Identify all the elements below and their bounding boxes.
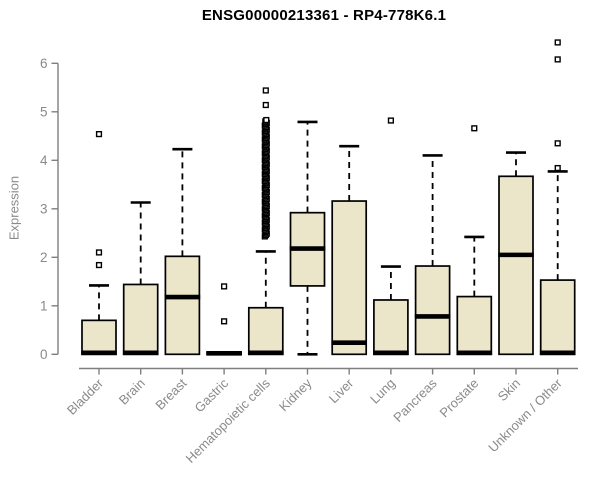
outlier-band-point xyxy=(263,116,270,124)
outlier-point xyxy=(554,140,561,147)
y-tick-label: 0 xyxy=(40,347,48,362)
x-category-label: Gastric xyxy=(192,375,232,415)
outlier-point xyxy=(95,249,103,256)
box-lung xyxy=(373,299,409,356)
outlier-point xyxy=(95,131,103,138)
outlier-point xyxy=(554,164,561,172)
outlier-point xyxy=(220,318,228,325)
x-category-label: Liver xyxy=(326,375,357,406)
x-category-label: Kidney xyxy=(276,375,315,414)
x-category-label: Bladder xyxy=(64,375,107,418)
box-brain xyxy=(122,283,159,356)
x-category-label: Pancreas xyxy=(390,375,440,425)
x-category-label: Unknown / Other xyxy=(485,375,565,455)
outlier-point xyxy=(554,56,561,63)
outlier-point xyxy=(262,87,269,94)
box-pancreas xyxy=(414,265,451,356)
outlier-point xyxy=(262,101,269,109)
y-tick-label: 4 xyxy=(40,153,48,168)
x-category-label: Brain xyxy=(116,376,148,408)
y-tick-label: 2 xyxy=(40,250,48,265)
x-category-label: Skin xyxy=(495,376,523,404)
y-tick-label: 1 xyxy=(40,299,48,314)
chart-title: ENSG00000213361 - RP4-778K6.1 xyxy=(201,7,447,24)
y-tick-label: 5 xyxy=(40,105,48,120)
outlier-point xyxy=(95,261,103,269)
x-category-label: Prostate xyxy=(437,376,482,421)
box-bladder xyxy=(81,319,117,356)
box-breast xyxy=(164,255,201,356)
box-skin xyxy=(498,175,534,356)
outlier-point xyxy=(471,125,478,132)
box-prostate xyxy=(456,295,493,356)
box-hematopoietic-cells xyxy=(247,306,284,356)
x-category-label: Lung xyxy=(367,376,398,407)
box-unknown-other xyxy=(539,279,576,356)
y-tick-label: 3 xyxy=(40,202,48,217)
outlier-point xyxy=(387,117,395,124)
box-liver xyxy=(331,200,368,356)
y-tick-label: 6 xyxy=(40,56,48,71)
outlier-point xyxy=(554,39,561,46)
x-category-label: Breast xyxy=(152,375,189,412)
outlier-point xyxy=(220,283,228,290)
y-axis-label: Expression xyxy=(6,175,22,241)
